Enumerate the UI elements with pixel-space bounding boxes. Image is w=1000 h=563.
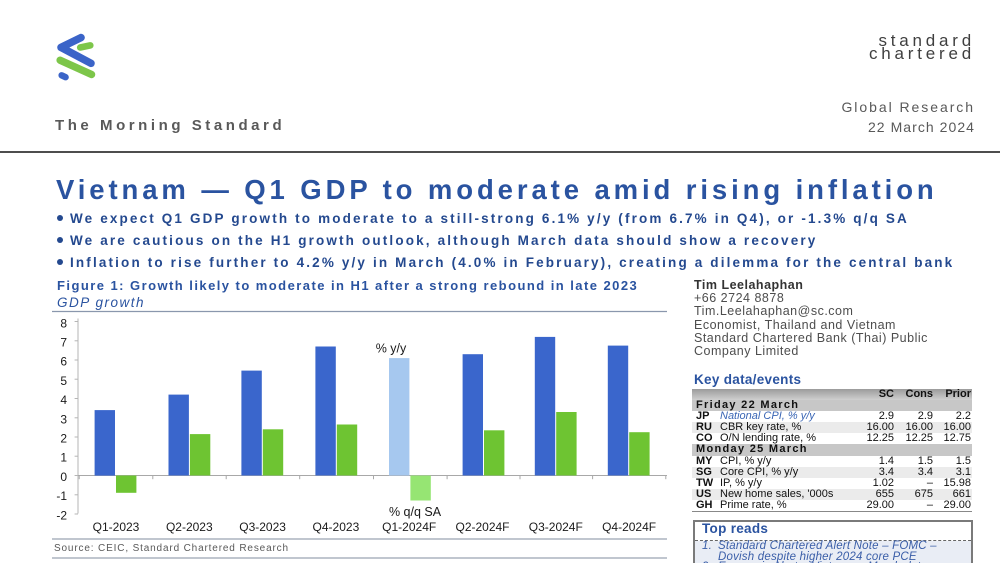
svg-text:Q3-2024F: Q3-2024F [529,520,583,534]
svg-text:Q2-2023: Q2-2023 [166,520,213,534]
svg-text:7: 7 [60,336,67,350]
svg-text:Q4-2023: Q4-2023 [313,520,360,534]
svg-text:0: 0 [60,470,67,484]
svg-text:8: 8 [60,316,67,330]
svg-text:-1: -1 [56,489,67,503]
svg-text:5: 5 [60,374,67,388]
svg-text:Q2-2024F: Q2-2024F [455,520,509,534]
svg-text:Q1-2024F: Q1-2024F [382,520,436,534]
svg-text:6: 6 [60,355,67,369]
svg-text:Q4-2024F: Q4-2024F [602,520,656,534]
svg-text:% y/y: % y/y [376,342,407,356]
svg-text:3: 3 [60,412,67,426]
svg-text:Q3-2023: Q3-2023 [239,520,286,534]
svg-text:% q/q SA: % q/q SA [389,505,442,519]
svg-text:Q1-2023: Q1-2023 [93,520,140,534]
svg-text:2: 2 [60,432,67,446]
svg-text:1: 1 [60,451,67,465]
svg-text:-2: -2 [56,508,67,522]
svg-text:4: 4 [60,393,67,407]
